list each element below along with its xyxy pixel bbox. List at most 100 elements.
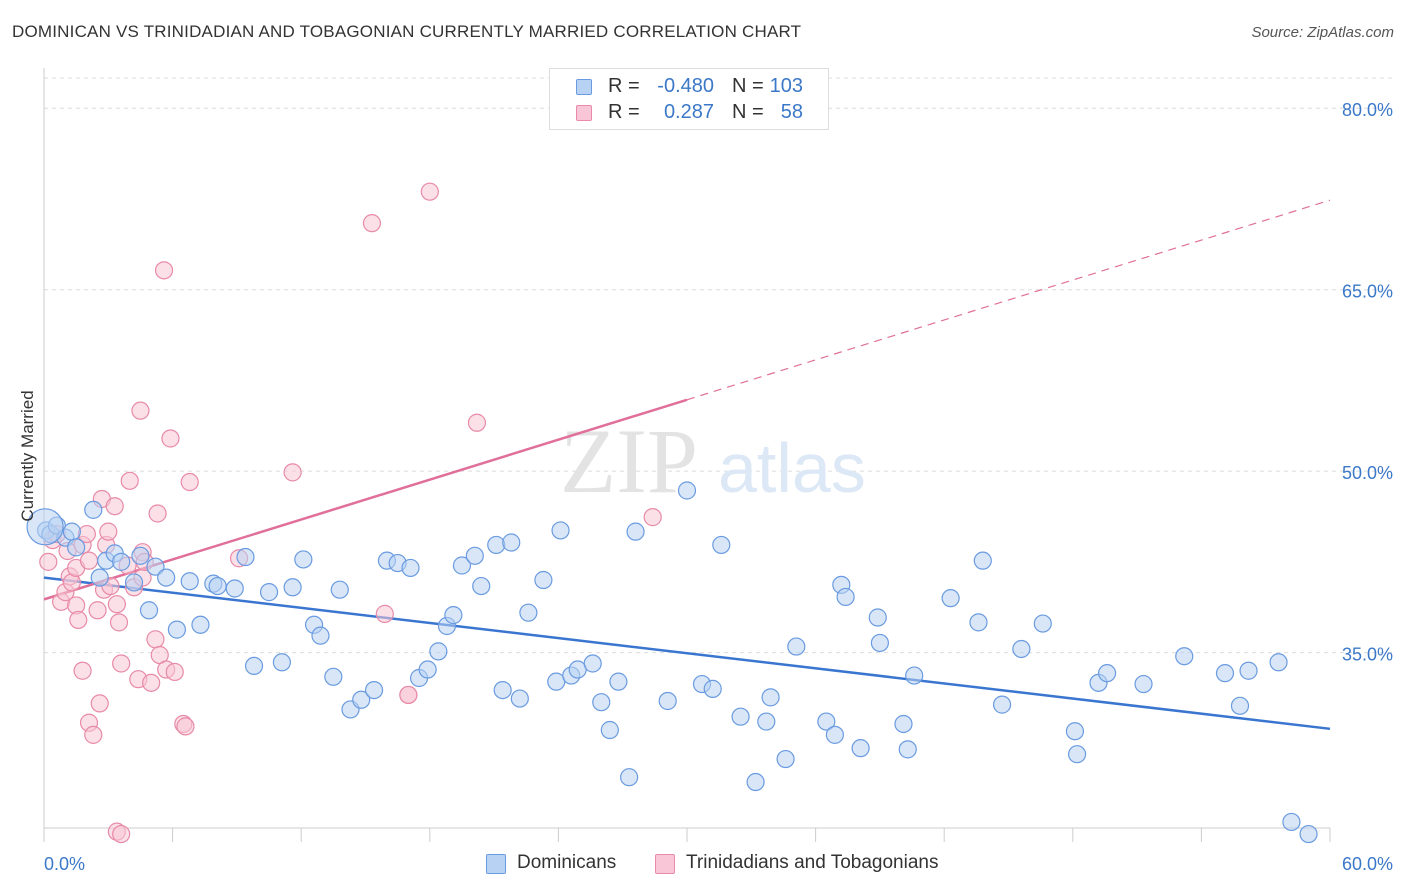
trinidadian-point	[79, 551, 99, 570]
dominican-point	[1215, 664, 1235, 683]
trinidadian-point	[112, 654, 131, 673]
dominican-point	[620, 768, 639, 787]
legend-n-value: 103	[769, 75, 803, 97]
dominican-point	[592, 693, 611, 712]
dominican-point	[1134, 674, 1153, 694]
trinidadian-point	[180, 472, 199, 492]
dominican-point	[180, 572, 199, 591]
dominican-point	[493, 680, 512, 700]
dominican-point	[283, 578, 302, 597]
dominican-point	[757, 712, 776, 731]
dominican-point	[551, 521, 570, 540]
chart-title: DOMINICAN VS TRINIDADIAN AND TOBAGONIAN …	[12, 22, 802, 41]
dominican-point	[502, 533, 521, 552]
dominican-point	[609, 672, 628, 691]
dominican-point	[191, 615, 210, 634]
trinidadian-point	[146, 630, 165, 649]
dominican-point	[534, 570, 553, 590]
trinidadian-point	[84, 725, 103, 744]
dominican-point	[208, 576, 227, 596]
dominican-point	[894, 714, 913, 734]
legend-row-trinidadians: R = 0.287 N = 58	[550, 101, 828, 127]
dominican-point	[761, 688, 780, 707]
legend-swatch-pink	[576, 105, 592, 121]
trinidadian-point	[420, 182, 439, 201]
legend-n-value: 58	[780, 101, 803, 123]
dominican-point	[1067, 745, 1087, 764]
dominican-point	[26, 508, 64, 546]
dominican-point	[787, 637, 806, 656]
trinidadian-point	[154, 261, 174, 280]
trinidadian-point	[176, 717, 195, 736]
dominican-point	[746, 772, 765, 792]
dominican-point	[444, 605, 463, 625]
dominican-point	[731, 707, 750, 726]
trinidadian-point	[142, 673, 161, 692]
dominican-point	[825, 725, 844, 744]
dominican-point	[236, 547, 255, 567]
dominican-point	[1012, 639, 1031, 659]
dominican-point	[600, 720, 619, 740]
dominican-point	[519, 603, 538, 622]
dominican-point	[259, 583, 279, 602]
dominican-point	[487, 535, 506, 555]
dominican-point	[868, 608, 887, 627]
dominican-point	[969, 613, 988, 632]
dominican-point	[244, 656, 264, 676]
trinidadian-point	[643, 508, 662, 527]
correlation-legend: R = -0.480 N = 103 R = 0.287 N = 58	[549, 68, 829, 130]
dominican-point	[1033, 614, 1052, 633]
legend-r-value: -0.480	[657, 75, 714, 97]
dominican-point	[131, 546, 150, 565]
legend-n-label: N =	[732, 101, 764, 123]
dominican-point	[465, 546, 484, 565]
dominican-point	[84, 500, 103, 519]
dominican-point	[626, 522, 645, 541]
dominican-point	[324, 667, 343, 686]
dominican-point	[870, 633, 890, 653]
dominican-point	[510, 689, 529, 708]
trinidadian-point	[105, 497, 124, 516]
dominican-point	[836, 587, 855, 607]
dominican-point	[1097, 664, 1117, 683]
dominican-point	[90, 568, 109, 587]
dominican-point	[973, 551, 992, 570]
dominican-point	[1269, 653, 1288, 672]
trinidadian-point	[107, 595, 126, 614]
dominican-point	[1065, 722, 1085, 741]
dominicans-trend-line	[43, 576, 1331, 731]
legend-r-label: R =	[608, 101, 640, 123]
trinidadian-point	[69, 610, 88, 630]
trinidadian-point	[399, 685, 418, 705]
series-trinidadians	[39, 182, 662, 844]
trinidadian-point	[362, 214, 382, 233]
dominican-point	[272, 653, 292, 672]
dominican-point	[330, 580, 349, 599]
legend-r-value: 0.287	[663, 101, 714, 123]
trinidadian-point	[375, 604, 394, 623]
trinidadian-point	[112, 824, 131, 844]
dominican-point	[352, 690, 371, 709]
watermark-zip: ZIP	[560, 410, 698, 512]
dominican-point	[294, 550, 313, 569]
trinidadian-point	[131, 401, 150, 420]
grid-lines	[44, 77, 1395, 654]
dominican-point	[1175, 647, 1194, 666]
dominican-point	[1239, 661, 1258, 680]
dominican-point	[712, 535, 731, 555]
tick-labels: 35.0% 50.0% 65.0% 80.0% 0.0% 60.0%	[44, 100, 1393, 874]
y-axis-label: Currently Married	[18, 390, 37, 522]
watermark-atlas: atlas	[718, 429, 866, 507]
trinidadian-point	[73, 661, 92, 680]
y-tick-label: 50.0%	[1342, 463, 1393, 483]
dominican-point	[1230, 696, 1250, 715]
dominican-point	[1299, 824, 1318, 844]
legend-n-label: N =	[732, 75, 764, 97]
dominican-point	[677, 481, 697, 500]
dominican-point	[139, 601, 159, 620]
dominican-point	[851, 739, 870, 758]
legend-row-dominicans: R = -0.480 N = 103	[550, 75, 828, 101]
dominican-point	[658, 691, 677, 711]
y-tick-label: 65.0%	[1342, 282, 1393, 302]
dominican-point	[225, 579, 244, 598]
